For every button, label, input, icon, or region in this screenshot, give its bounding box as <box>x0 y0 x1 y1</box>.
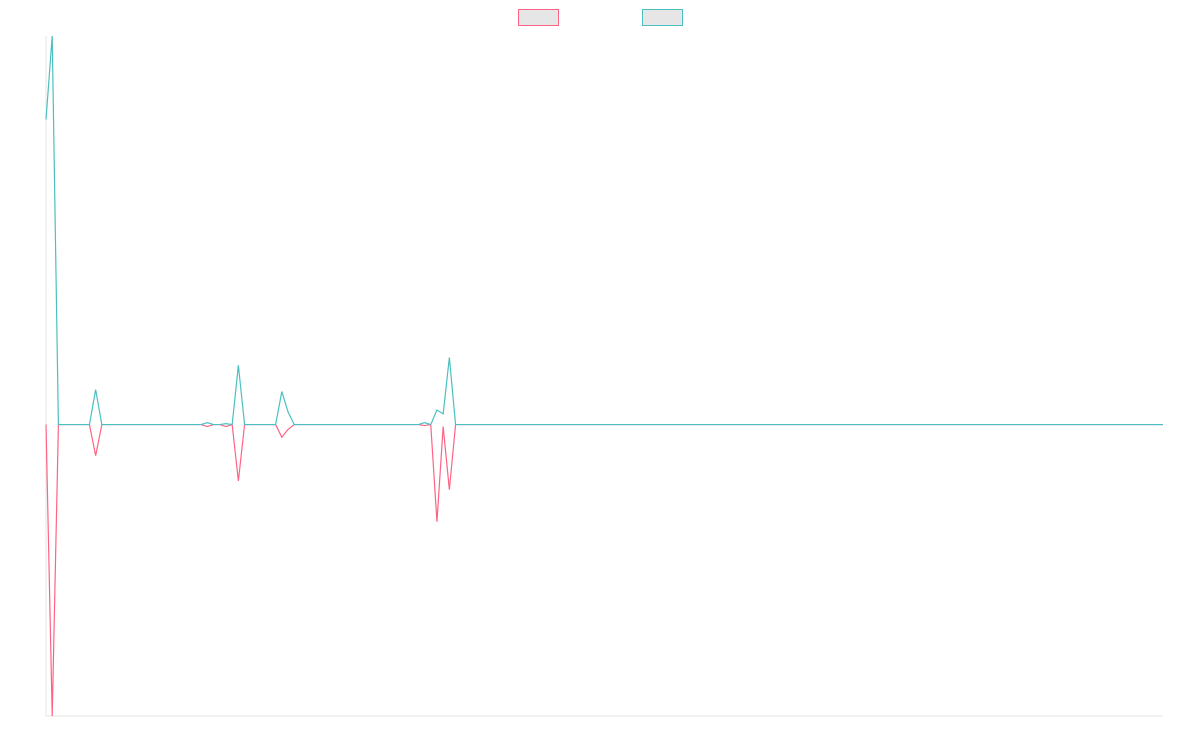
legend-swatch[interactable] <box>642 9 683 26</box>
legend-swatch[interactable] <box>518 9 559 26</box>
series-line <box>45 35 1163 426</box>
series-line <box>45 423 1163 717</box>
